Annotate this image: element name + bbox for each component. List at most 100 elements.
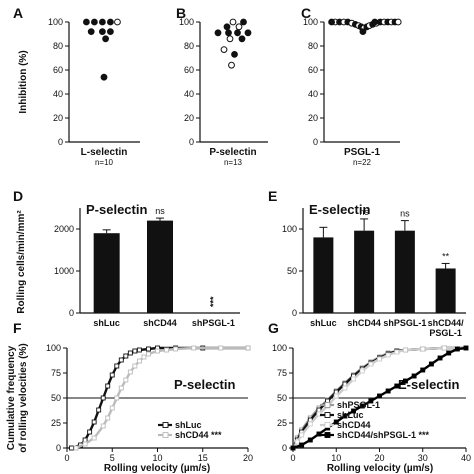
panel-d-y-label: Rolling cells/min/mm² (16, 210, 27, 314)
panel-f-y-tick-label: 50 (51, 393, 61, 403)
panel-f-series-point (245, 345, 251, 351)
panel-f-y-tick-label: 25 (51, 418, 61, 428)
panel-g-x-tick-label: 20 (374, 453, 384, 463)
panel-g-legend-marker (324, 432, 331, 438)
panel-f-x-tick-label: 0 (64, 453, 69, 463)
panel-a-point (83, 18, 90, 26)
panel-d-category-label: shLuc (93, 318, 120, 328)
panel-g-series-point (290, 445, 296, 451)
panel-a-point (107, 18, 114, 26)
panel-g-series-point (454, 346, 460, 352)
panel-f-series-point (109, 372, 115, 378)
panel-e-significance: ns (400, 209, 410, 219)
panel-b-point (240, 18, 247, 26)
panel-g-x-tick-label: 40 (461, 453, 471, 463)
panel-e-bar: E-selectin 0 50 100 shLuc ns shCD44 ns shPSGL-… (282, 202, 466, 338)
panel-f-series-point (118, 357, 124, 363)
panel-b-y-tick-label: 100 (179, 17, 194, 27)
panel-f-series-point (114, 395, 120, 401)
panel-f-legend-label: shLuc (175, 420, 202, 430)
panel-g-series-point (368, 361, 374, 367)
panel-f-series-point (136, 347, 142, 353)
panel-g-legend-label: shCD44/shPSGL-1 *** (337, 430, 430, 440)
panel-g-series-point (351, 408, 356, 414)
panel-c-y-tick-label: 40 (308, 89, 318, 99)
panel-f-series-point (141, 354, 147, 360)
panel-f-series-point (191, 345, 197, 351)
panel-g-series-point (359, 368, 365, 374)
panel-g-series-point (299, 432, 305, 438)
panel-g-x-tick-label: 0 (290, 453, 295, 463)
panel-f-series-point (218, 345, 224, 351)
panel-g-series-point (411, 373, 417, 379)
panel-a-points (83, 18, 121, 81)
panel-g-series-point (377, 393, 382, 399)
panel-f-y-tick-label: 100 (46, 343, 61, 353)
panel-c-y-tick-label: 20 (308, 113, 318, 123)
panel-f-series-point (118, 385, 124, 391)
panel-b-point (231, 51, 238, 58)
panel-g-series-point (368, 398, 374, 404)
panel-f-y-ticks: 0 25 50 75 100 (46, 343, 67, 453)
panel-f-x-tick-label: 20 (243, 453, 253, 463)
panel-g-legend-marker (324, 402, 331, 408)
panel-g-y-tick-label: 25 (277, 418, 287, 428)
panel-c-y-tick-label: 100 (303, 17, 318, 27)
panel-a-point (107, 28, 114, 36)
panel-f-y-label-line2: of rolling velocities (%) (18, 343, 29, 452)
panel-d-category-label: shPSGL-1 (192, 318, 235, 328)
panel-letter-f: F (13, 320, 22, 336)
panel-b-point (244, 29, 252, 37)
panel-a-point (99, 28, 106, 36)
panel-b-point (223, 23, 231, 31)
panel-c-scatter: PSGL-1 n=22 0 20 40 60 80 100 (303, 17, 402, 167)
panel-a-y-tick-label: 0 (58, 137, 63, 147)
panel-g-series-point (446, 350, 452, 356)
panel-b-point (234, 29, 241, 37)
panel-f-series-point (155, 348, 160, 354)
panel-c-caption: n=22 (353, 158, 372, 167)
panel-a-y-tick-label: 60 (53, 65, 63, 75)
panel-g-series-point (420, 367, 426, 373)
panel-d-title: P-selectin (86, 202, 147, 217)
panel-a-caption: n=10 (95, 158, 114, 167)
panel-d-significance: ns (155, 206, 165, 216)
panel-f-x-ticks: 0 5 10 15 20 (64, 448, 253, 463)
panel-d-y-tick-label: 2000 (54, 224, 74, 234)
panel-g-y-ticks: 0 25 50 75 100 (272, 343, 293, 453)
panel-f-y-label-line1: Cumulative frequency (6, 345, 17, 450)
panel-g-series-point (307, 421, 313, 427)
panel-e-y-ticks: 0 50 100 (282, 224, 303, 318)
panel-f-x-label: Rolling velocity (µm/s) (104, 463, 210, 474)
panel-c-point (394, 18, 402, 26)
panel-b-y-tick-label: 40 (184, 89, 194, 99)
panel-b-caption: n=13 (224, 158, 243, 167)
panel-f-series-point (145, 346, 151, 352)
panel-g-y-tick-label: 100 (272, 343, 287, 353)
panel-g-series-point (463, 345, 469, 351)
panel-d-bar: Rolling cells/min/mm² P-selectin 0 1000 20… (16, 202, 240, 328)
panel-g-x-ticks: 0 10 20 30 40 (290, 448, 471, 463)
panel-g-legend-marker (324, 412, 331, 418)
panel-letter-d: D (13, 188, 23, 204)
panel-f-series-point (127, 369, 133, 375)
panel-g-series-point (441, 345, 447, 351)
panel-e-category-label: shCD44 (347, 318, 381, 328)
panel-e-bars: shLuc ns shCD44 ns shPSGL-1 ** shCD44/PSGL-1 (310, 207, 464, 338)
panel-e-significance: ns (359, 207, 369, 217)
panel-g-series-point (342, 385, 348, 391)
panel-f-series-point (105, 415, 111, 421)
panel-g-series-point (403, 347, 408, 353)
panel-g-series-point (394, 383, 400, 389)
panel-d-bars: shLuc ns shCD44 *** shPSGL-1 (93, 206, 234, 328)
panel-d-bar (93, 233, 120, 313)
panel-c-points (328, 18, 402, 36)
panel-g-series-point (385, 352, 391, 358)
panel-f-series-point (136, 358, 142, 364)
panel-f-series-point (96, 407, 102, 413)
panel-g-series-point (333, 393, 339, 399)
panel-f-series (69, 345, 251, 451)
